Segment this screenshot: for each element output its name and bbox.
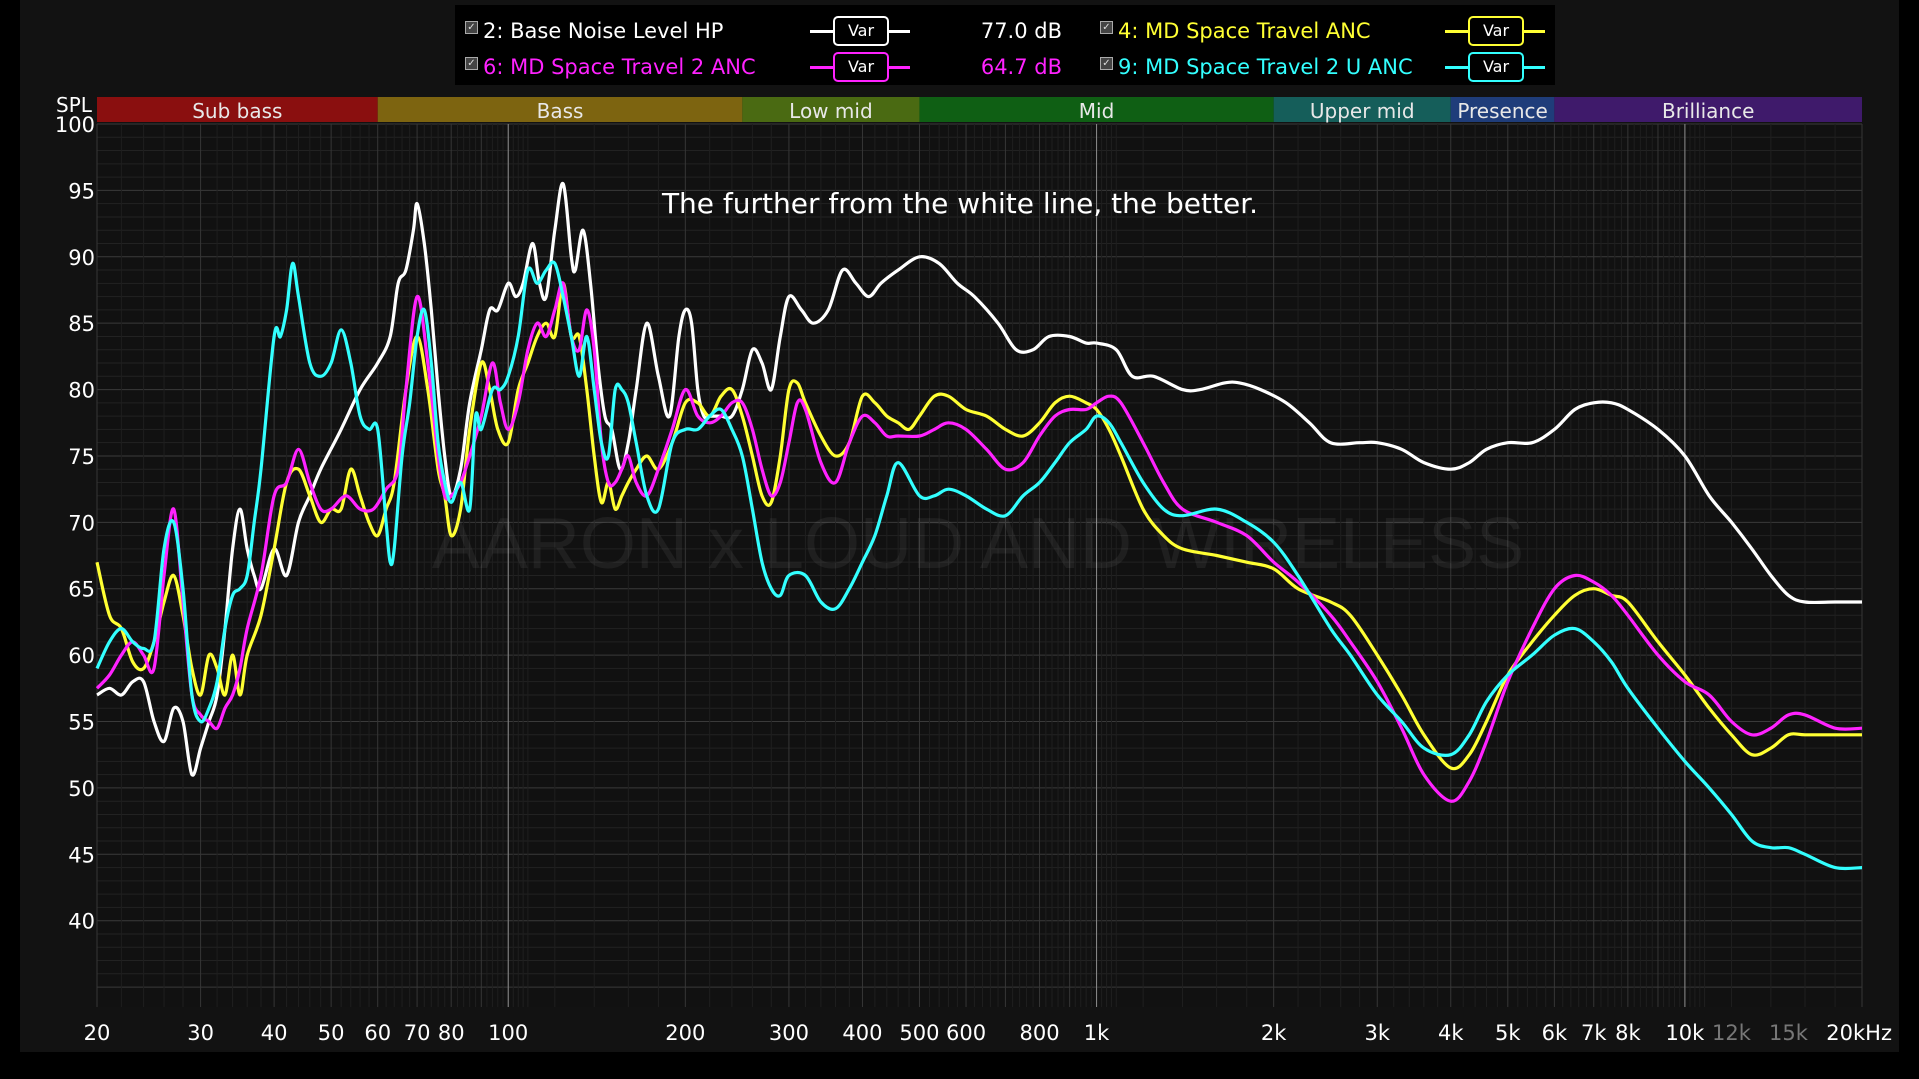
band-upper-mid	[1273, 97, 1451, 122]
y-tick-label: 75	[68, 445, 95, 469]
y-tick-label: 90	[68, 246, 95, 270]
x-tick-label: 60	[364, 1021, 391, 1045]
x-tick-label: 8k	[1615, 1021, 1641, 1045]
legend-item-label[interactable]: 6: MD Space Travel 2 ANC	[483, 55, 756, 79]
watermark: AARON x LOUD AND WIRELESS	[432, 504, 1524, 584]
x-tick-label: 4k	[1438, 1021, 1464, 1045]
y-tick-label: 95	[68, 179, 95, 203]
x-tick-label: 100	[488, 1021, 528, 1045]
band-presence	[1450, 97, 1555, 122]
x-tick-label: 400	[842, 1021, 882, 1045]
x-tick-label: 50	[318, 1021, 345, 1045]
x-tick-label: 300	[769, 1021, 809, 1045]
y-tick-label: 50	[68, 777, 95, 801]
y-axis-title: SPL	[56, 93, 93, 117]
series-6-value: 64.7 dB	[980, 55, 1062, 79]
band-mid	[919, 97, 1274, 122]
x-tick-label: 40	[261, 1021, 288, 1045]
band-label: Presence	[1457, 99, 1548, 123]
band-label: Bass	[537, 99, 584, 123]
x-tick-label: 7k	[1581, 1021, 1607, 1045]
x-tick-label: 70	[404, 1021, 431, 1045]
band-label: Upper mid	[1310, 99, 1415, 123]
x-tick-label: 600	[946, 1021, 986, 1045]
x-tick-label: 80	[438, 1021, 465, 1045]
series-line-1	[95, 281, 1862, 771]
y-tick-label: 55	[68, 711, 95, 735]
y-tick-label: 65	[68, 578, 95, 602]
band-label: Sub bass	[192, 99, 282, 123]
x-tick-label: 200	[665, 1021, 705, 1045]
x-tick-label: 500	[899, 1021, 939, 1045]
x-tick-label: 800	[1019, 1021, 1059, 1045]
series-4-checkbox[interactable]: ✓	[1100, 21, 1113, 34]
chart-annotation: The further from the white line, the bet…	[661, 187, 1258, 220]
x-tick-label: 15k	[1769, 1021, 1809, 1045]
x-tick-label: 1k	[1084, 1021, 1110, 1045]
legend-item-label[interactable]: 2: Base Noise Level HP	[483, 19, 724, 43]
series-line-0	[96, 182, 1862, 777]
series-9-variance-toggle[interactable]: Var	[1445, 52, 1545, 82]
x-tick-label: 10k	[1665, 1021, 1705, 1045]
x-tick-label: 20	[84, 1021, 111, 1045]
band-brilliance	[1554, 97, 1862, 122]
x-tick-label: 5k	[1495, 1021, 1521, 1045]
series-9-checkbox[interactable]: ✓	[1100, 57, 1113, 70]
legend-item-label[interactable]: 4: MD Space Travel ANC	[1118, 19, 1371, 43]
y-tick-label: 100	[55, 113, 95, 137]
band-label: Brilliance	[1662, 99, 1754, 123]
band-sub-bass	[97, 97, 378, 122]
band-label: Low mid	[789, 99, 872, 123]
band-label: Mid	[1079, 99, 1115, 123]
y-tick-label: 70	[68, 511, 95, 535]
x-tick-label: 3k	[1365, 1021, 1391, 1045]
legend: ✓ 2: Base Noise Level HP Var 77.0 dB ✓ 4…	[455, 5, 1555, 85]
y-tick-label: 45	[68, 843, 95, 867]
x-tick-label: 6k	[1542, 1021, 1568, 1045]
series-line-3	[95, 260, 1863, 871]
y-tick-label: 80	[68, 379, 95, 403]
series-4-variance-toggle[interactable]: Var	[1445, 16, 1545, 46]
band-low-mid	[742, 97, 920, 122]
series-6-checkbox[interactable]: ✓	[465, 57, 478, 70]
series-2-value: 77.0 dB	[980, 19, 1062, 43]
x-tick-label: 30	[187, 1021, 214, 1045]
series-2-checkbox[interactable]: ✓	[465, 21, 478, 34]
x-tick-label: 20kHz	[1826, 1021, 1892, 1045]
y-tick-label: 85	[68, 312, 95, 336]
series-2-variance-toggle[interactable]: Var	[810, 16, 910, 46]
y-tick-label: 60	[68, 644, 95, 668]
legend-item-label[interactable]: 9: MD Space Travel 2 U ANC	[1118, 55, 1413, 79]
x-tick-label: 12k	[1712, 1021, 1752, 1045]
series-6-variance-toggle[interactable]: Var	[810, 52, 910, 82]
y-tick-label: 40	[68, 910, 95, 934]
x-tick-label: 2k	[1261, 1021, 1287, 1045]
band-bass	[377, 97, 743, 122]
series-line-2	[95, 281, 1863, 803]
